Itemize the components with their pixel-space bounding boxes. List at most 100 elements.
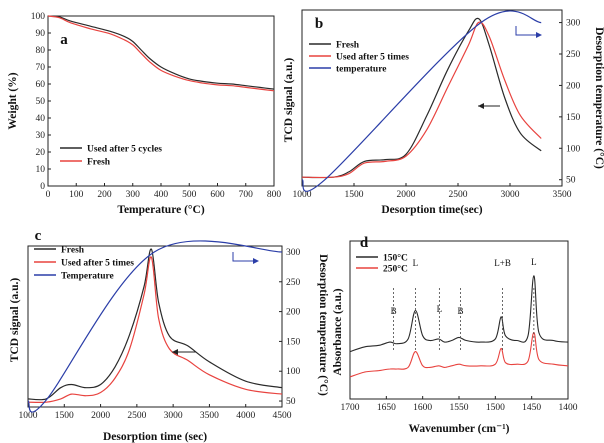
- legend-label-c: Temperature: [61, 272, 114, 282]
- legend-label-d: 250°C: [383, 264, 408, 275]
- legend-label-a: Used after 5 cycles: [87, 145, 162, 155]
- x-tick-label-d: 1400: [559, 403, 578, 413]
- y2-tick-label-b: 50: [566, 176, 576, 186]
- x-tick-label-a: 0: [46, 190, 51, 200]
- x-axis-label-a: Temperature (°C): [117, 204, 204, 216]
- panel-label-c: c: [35, 228, 42, 244]
- series-line-c: [27, 256, 283, 404]
- series-line-b: [301, 17, 542, 179]
- legend-label-b: Used after 5 times: [336, 53, 409, 63]
- x-tick-label-a: 300: [126, 190, 141, 200]
- y-tick-label-a: 90: [36, 29, 46, 39]
- y2-tick-label-b: 200: [566, 81, 581, 91]
- y-tick-label-a: 20: [36, 148, 46, 158]
- arrow-head-right-b: [536, 32, 542, 38]
- peak-label-d: L: [413, 258, 419, 268]
- y2-axis-label-b: Desorption temperature (°C): [593, 27, 604, 169]
- y2-tick-label-b: 250: [566, 50, 581, 60]
- x-tick-label-d: 1650: [377, 403, 396, 413]
- x-tick-label-a: 100: [69, 190, 84, 200]
- x-tick-label-b: 1000: [293, 190, 312, 200]
- y-tick-label-a: 80: [36, 46, 46, 56]
- x-tick-label-d: 1450: [522, 403, 541, 413]
- y2-tick-label-c: 300: [286, 248, 301, 258]
- y-tick-label-a: 10: [36, 165, 46, 175]
- x-tick-label-c: 4500: [273, 411, 292, 421]
- x-tick-label-d: 1550: [450, 403, 469, 413]
- peak-label-d: B: [391, 306, 397, 316]
- peak-label-d: L: [437, 304, 443, 314]
- arrow-head-right-c: [253, 258, 259, 264]
- x-axis-label-d: Wavenumber (cm⁻¹): [409, 423, 510, 435]
- x-tick-label-a: 600: [210, 190, 225, 200]
- y-axis-label-c: TCD signal (a.u.): [9, 278, 21, 363]
- x-tick-label-c: 3000: [164, 411, 183, 421]
- x-tick-label-b: 2000: [397, 190, 416, 200]
- series-line-c: [27, 248, 283, 401]
- panel-label-a: a: [60, 32, 68, 48]
- y2-tick-label-c: 250: [286, 278, 301, 288]
- series-line-b: [301, 21, 542, 179]
- peak-label-d: B: [457, 306, 463, 316]
- x-tick-label-c: 4000: [236, 411, 255, 421]
- y2-axis-label-c: Desorption temperature (°C): [317, 254, 329, 396]
- x-tick-label-c: 3500: [200, 411, 219, 421]
- x-tick-label-d: 1600: [413, 403, 432, 413]
- x-tick-label-b: 1500: [345, 190, 364, 200]
- x-tick-label-a: 400: [154, 190, 169, 200]
- x-tick-label-c: 2000: [91, 411, 110, 421]
- y-tick-label-a: 50: [36, 97, 46, 107]
- series-line-a: [47, 15, 275, 90]
- y2-tick-label-c: 200: [286, 308, 301, 318]
- y2-tick-label-b: 150: [566, 113, 581, 123]
- y-axis-label-a: Weight (%): [7, 72, 19, 129]
- y-tick-label-a: 40: [36, 114, 46, 124]
- x-tick-label-c: 1500: [55, 411, 74, 421]
- y-axis-label-b: TCD signal (a.u.): [283, 58, 295, 143]
- series-line-a: [47, 15, 275, 92]
- series-line-c: [27, 240, 283, 413]
- legend-label-b: Fresh: [336, 41, 360, 51]
- peak-label-d: L+B: [494, 258, 511, 268]
- legend-label-c: Fresh: [61, 246, 85, 256]
- x-tick-label-b: 3500: [553, 190, 572, 200]
- plot-frame-b: [301, 9, 563, 187]
- y2-tick-label-b: 100: [566, 144, 581, 154]
- x-tick-label-a: 500: [182, 190, 197, 200]
- x-tick-label-c: 1000: [19, 411, 38, 421]
- y-tick-label-a: 30: [36, 131, 46, 141]
- peak-label-d: L: [531, 257, 537, 267]
- arrow-right-c: [232, 252, 253, 262]
- x-axis-label-b: Desorption time(sec): [381, 204, 482, 216]
- y2-tick-label-c: 150: [286, 337, 301, 347]
- y-tick-label-a: 0: [40, 182, 45, 192]
- panel-label-b: b: [315, 16, 323, 32]
- series-line-d: [349, 332, 569, 378]
- y-axis-label-d: Absorbance (a.u.): [332, 288, 344, 375]
- y-tick-label-a: 70: [36, 63, 46, 73]
- legend-label-d: 150°C: [383, 253, 408, 264]
- x-tick-label-a: 800: [267, 190, 282, 200]
- arrow-right-b: [515, 26, 536, 36]
- x-axis-label-c: Desorption time (sec): [103, 431, 207, 443]
- legend-label-b: temperature: [336, 65, 386, 75]
- legend-label-a: Fresh: [87, 158, 111, 168]
- x-tick-label-d: 1700: [341, 403, 360, 413]
- legend-label-c: Used after 5 times: [61, 259, 134, 269]
- x-tick-label-a: 200: [97, 190, 112, 200]
- y-tick-label-a: 60: [36, 80, 46, 90]
- arrow-head-left-c: [172, 349, 178, 355]
- y-tick-label-a: 100: [31, 12, 46, 22]
- x-tick-label-d: 1500: [486, 403, 505, 413]
- y2-tick-label-b: 300: [566, 19, 581, 29]
- y2-tick-label-c: 100: [286, 367, 301, 377]
- x-tick-label-b: 3000: [501, 190, 520, 200]
- y2-tick-label-c: 50: [286, 397, 296, 407]
- plot-frame-c: [27, 245, 283, 408]
- x-tick-label-c: 2500: [127, 411, 146, 421]
- x-tick-label-a: 700: [239, 190, 254, 200]
- x-tick-label-b: 2500: [449, 190, 468, 200]
- series-line-b: [301, 10, 542, 192]
- panel-label-d: d: [360, 235, 369, 251]
